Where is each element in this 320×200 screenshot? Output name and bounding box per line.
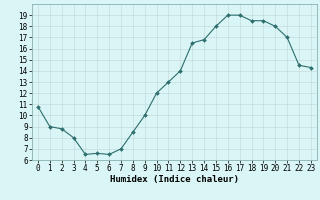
X-axis label: Humidex (Indice chaleur): Humidex (Indice chaleur)	[110, 175, 239, 184]
